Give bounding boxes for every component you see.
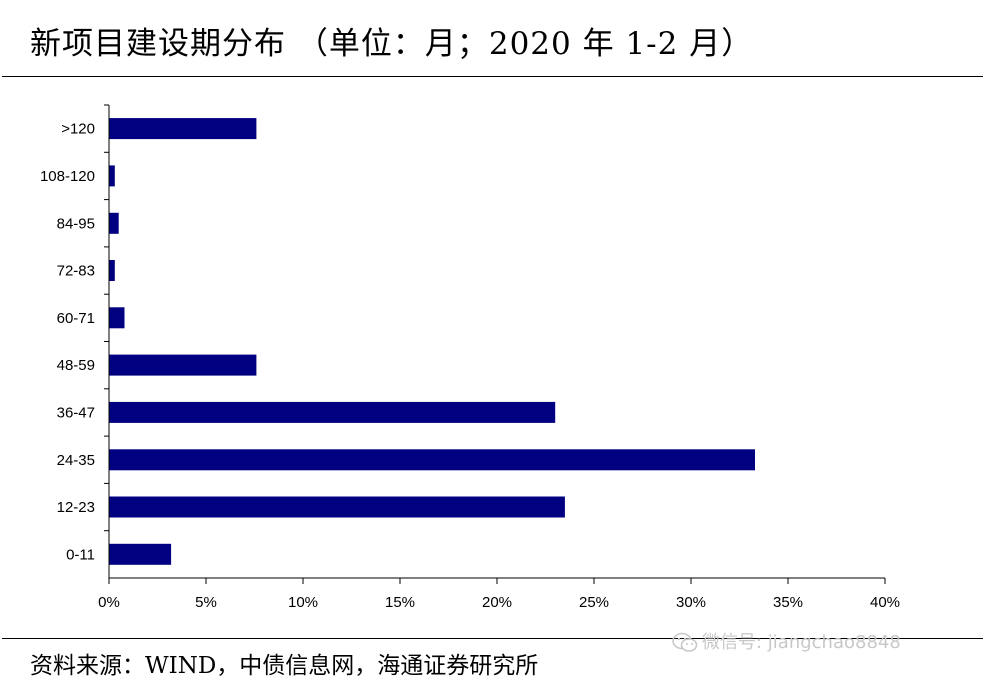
bar-72-83 — [109, 260, 115, 281]
x-tick-labels: 0% 5% 10% 15% 20% 25% 30% 35% 40% — [98, 594, 900, 611]
bar-12-23 — [109, 496, 565, 518]
bar-48-59 — [109, 354, 257, 376]
x-tick-label: 30% — [676, 594, 706, 611]
bar-36-47 — [109, 401, 556, 423]
category-label: 24-35 — [57, 452, 95, 469]
category-label: 60-71 — [57, 310, 95, 327]
bar-120 — [109, 118, 257, 140]
category-label: 72-83 — [57, 263, 95, 280]
bar-84-95 — [109, 212, 119, 234]
chart-axes — [104, 104, 886, 584]
page-title: 新项目建设期分布 （单位：月；2020 年 1-2 月） — [30, 26, 754, 62]
x-tick-label: 20% — [482, 594, 512, 611]
category-labels: >120 108-120 84-95 72-83 60-71 48-59 36-47 24-3… — [40, 121, 95, 564]
x-tick-label: 5% — [195, 594, 217, 611]
footer-divider — [2, 638, 983, 639]
source-note: 资料来源：WIND，中债信息网，海通证券研究所 — [30, 653, 539, 679]
category-label: 12-23 — [57, 499, 95, 516]
watermark-text: 微信号: jiangchao8848 — [702, 632, 901, 653]
category-label: 108-120 — [40, 168, 95, 185]
x-tick-label: 10% — [288, 594, 318, 611]
category-label: >120 — [61, 121, 95, 138]
bar-108-120 — [109, 165, 115, 187]
bar-60-71 — [109, 307, 125, 329]
category-label: 36-47 — [57, 404, 95, 421]
x-tick-label: 35% — [773, 594, 803, 611]
bar-0-11 — [109, 543, 172, 565]
x-tick-label: 0% — [98, 594, 120, 611]
x-tick-label: 40% — [870, 594, 900, 611]
title-divider — [2, 76, 983, 77]
wechat-icon — [672, 632, 698, 652]
x-tick-label: 25% — [579, 594, 609, 611]
bar-group — [109, 118, 755, 565]
watermark: 微信号: jiangchao8848 — [672, 628, 901, 658]
category-label: 84-95 — [57, 215, 95, 232]
bar-24-35 — [109, 449, 755, 471]
category-label: 48-59 — [57, 357, 95, 374]
category-label: 0-11 — [66, 546, 95, 563]
x-tick-label: 15% — [385, 594, 415, 611]
bar-chart: >120 108-120 84-95 72-83 60-71 48-59 36-47 24-3… — [40, 104, 900, 611]
